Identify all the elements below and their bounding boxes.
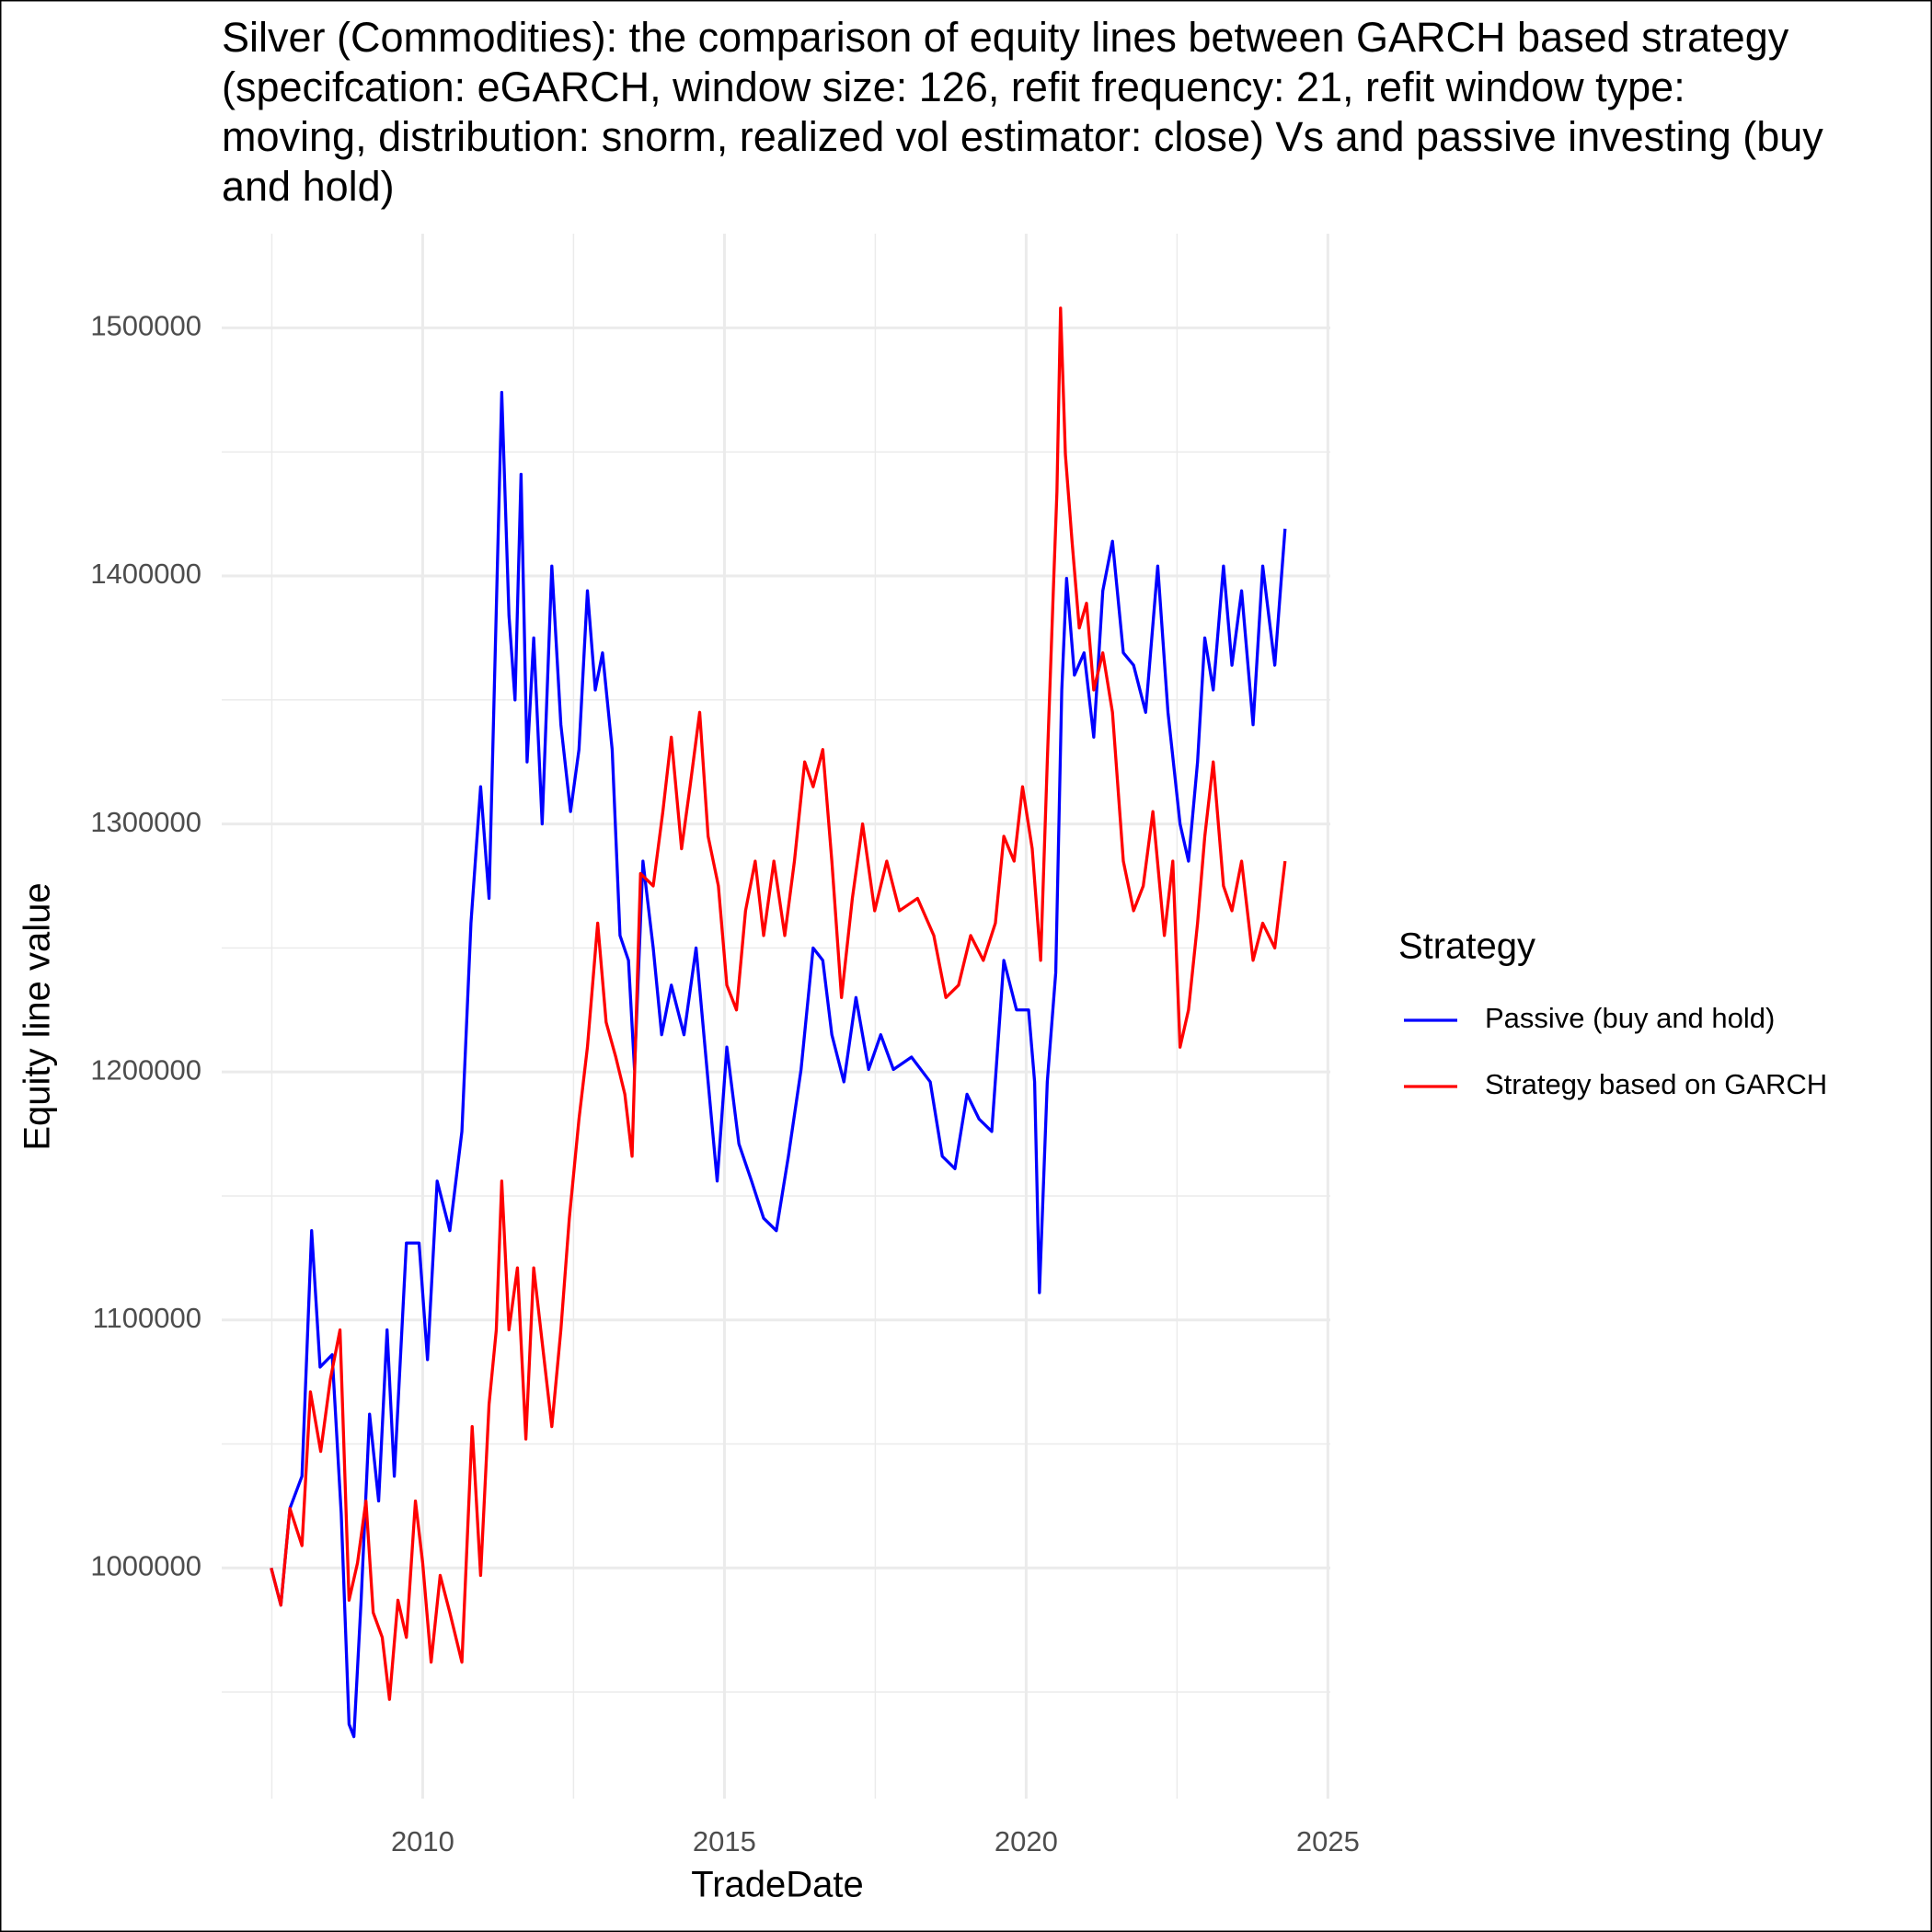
- y-axis-title: Equity line value: [17, 882, 58, 1150]
- y-tick-label: 1100000: [93, 1302, 201, 1334]
- legend-label: Strategy based on GARCH: [1485, 1068, 1827, 1100]
- x-tick-label: 2025: [1296, 1825, 1360, 1857]
- y-tick-label: 1000000: [90, 1549, 201, 1581]
- x-tick-label: 2010: [391, 1825, 454, 1857]
- chart-title: Silver (Commodities): the comparison of …: [222, 14, 1823, 210]
- series-line: [270, 390, 1287, 1739]
- y-tick-label: 1500000: [90, 310, 201, 342]
- series-line: [270, 306, 1287, 1701]
- y-tick-label: 1200000: [90, 1053, 201, 1086]
- x-tick-label: 2020: [995, 1825, 1058, 1857]
- y-tick-label: 1300000: [90, 806, 201, 838]
- x-tick-label: 2015: [693, 1825, 756, 1857]
- y-tick-label: 1400000: [90, 558, 201, 590]
- legend-label: Passive (buy and hold): [1485, 1002, 1775, 1034]
- x-axis-title: TradeDate: [691, 1865, 864, 1905]
- lines: [270, 306, 1287, 1739]
- legend-title: Strategy: [1398, 926, 1535, 967]
- grid: [222, 234, 1330, 1799]
